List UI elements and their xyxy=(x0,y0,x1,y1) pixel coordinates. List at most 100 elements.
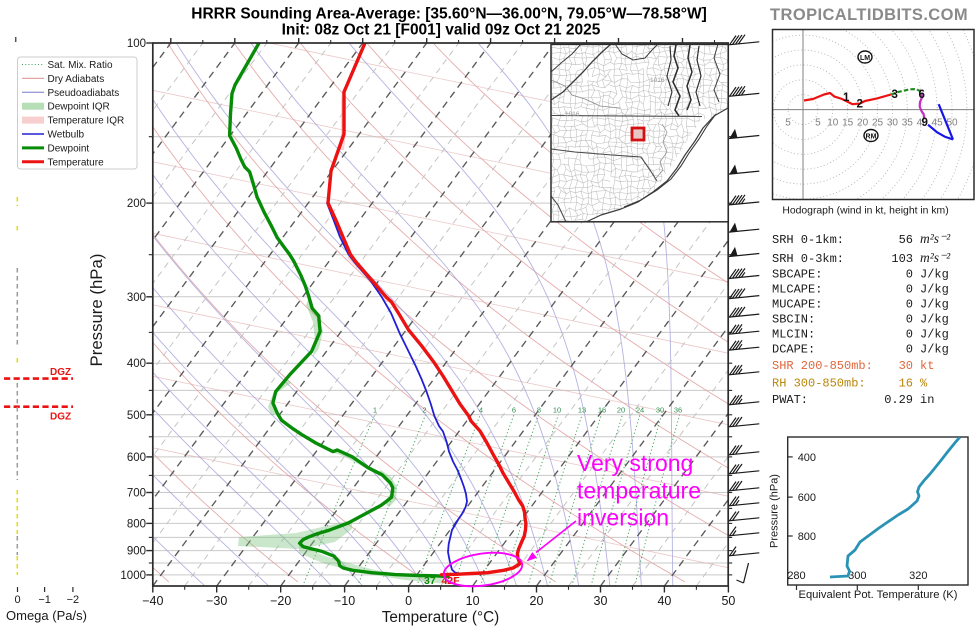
svg-text:Hodograph (wind in kt, height: Hodograph (wind in kt, height in km) xyxy=(782,206,948,217)
svg-text:20: 20 xyxy=(530,594,544,608)
svg-text:1016: 1016 xyxy=(565,111,580,118)
svg-text:50: 50 xyxy=(721,594,735,608)
svg-text:40: 40 xyxy=(657,594,671,608)
svg-text:56: 56 xyxy=(899,233,913,247)
svg-text:6: 6 xyxy=(919,89,925,101)
svg-text:30: 30 xyxy=(656,406,664,415)
svg-text:900: 900 xyxy=(127,546,146,558)
svg-text:−1: −1 xyxy=(38,594,51,606)
svg-text:Dry Adiabats: Dry Adiabats xyxy=(48,74,105,85)
svg-text:HRRR Sounding Area-Average: [3: HRRR Sounding Area-Average: [35.60°N—36.… xyxy=(191,6,707,23)
svg-text:temperature: temperature xyxy=(577,478,701,504)
svg-text:6: 6 xyxy=(512,406,516,415)
svg-text:3: 3 xyxy=(892,89,898,101)
svg-text:0: 0 xyxy=(906,343,913,357)
svg-text:5: 5 xyxy=(815,118,821,129)
svg-text:J/kg: J/kg xyxy=(920,313,949,327)
svg-text:−10: −10 xyxy=(334,594,355,608)
svg-text:Very strong: Very strong xyxy=(577,450,693,476)
svg-text:20: 20 xyxy=(857,118,869,129)
svg-text:200: 200 xyxy=(127,198,146,210)
svg-text:Omega (Pa/s): Omega (Pa/s) xyxy=(6,608,87,623)
svg-text:10: 10 xyxy=(553,406,561,415)
svg-text:MLCAPE:: MLCAPE: xyxy=(772,283,822,297)
svg-text:15: 15 xyxy=(842,118,854,129)
svg-text:Wetbulb: Wetbulb xyxy=(48,130,85,141)
svg-text:0: 0 xyxy=(906,283,913,297)
svg-text:J/kg: J/kg xyxy=(920,328,949,342)
svg-text:300: 300 xyxy=(848,570,866,582)
svg-text:Equivalent Pot. Temperature (K: Equivalent Pot. Temperature (K) xyxy=(799,589,958,601)
svg-text:J/kg: J/kg xyxy=(920,343,949,357)
svg-text:0: 0 xyxy=(906,268,913,282)
svg-text:9: 9 xyxy=(922,117,928,129)
svg-text:1016: 1016 xyxy=(650,77,665,84)
svg-text:30: 30 xyxy=(899,359,913,373)
svg-text:m²s⁻²: m²s⁻² xyxy=(920,231,951,246)
svg-text:0: 0 xyxy=(405,594,412,608)
svg-text:Temperature IQR: Temperature IQR xyxy=(48,116,125,127)
svg-text:16: 16 xyxy=(598,406,606,415)
svg-text:320: 320 xyxy=(909,570,927,582)
svg-text:Pseudoadiabats: Pseudoadiabats xyxy=(48,88,120,99)
svg-text:2: 2 xyxy=(857,99,863,111)
svg-text:Dewpoint: Dewpoint xyxy=(48,143,90,154)
svg-text:10: 10 xyxy=(827,118,839,129)
svg-text:in: in xyxy=(920,393,934,407)
svg-text:700: 700 xyxy=(127,488,146,500)
svg-text:DCAPE:: DCAPE: xyxy=(772,343,815,357)
svg-text:MUCAPE:: MUCAPE: xyxy=(772,298,822,312)
svg-text:RH 300-850mb:: RH 300-850mb: xyxy=(772,377,866,391)
svg-text:DGZ: DGZ xyxy=(50,367,71,378)
svg-text:J/kg: J/kg xyxy=(920,268,949,282)
svg-text:PWAT:: PWAT: xyxy=(772,393,808,407)
svg-text:−2: −2 xyxy=(67,594,80,606)
svg-text:SRH 0-1km:: SRH 0-1km: xyxy=(772,233,844,247)
svg-text:SHR 200-850mb:: SHR 200-850mb: xyxy=(772,359,873,373)
svg-text:600: 600 xyxy=(127,452,146,464)
svg-text:500: 500 xyxy=(127,410,146,422)
svg-text:0: 0 xyxy=(906,313,913,327)
svg-text:Sat. Mix. Ratio: Sat. Mix. Ratio xyxy=(48,60,113,71)
svg-text:100: 100 xyxy=(127,38,146,50)
svg-text:kt: kt xyxy=(920,359,934,373)
svg-text:−20: −20 xyxy=(270,594,291,608)
svg-text:8: 8 xyxy=(537,406,541,415)
svg-text:800: 800 xyxy=(798,531,816,543)
svg-text:0: 0 xyxy=(906,298,913,312)
svg-text:RM: RM xyxy=(866,134,877,141)
svg-text:−40: −40 xyxy=(142,594,163,608)
svg-text:MLCIN:: MLCIN: xyxy=(772,328,815,342)
svg-text:4: 4 xyxy=(479,406,483,415)
svg-text:2: 2 xyxy=(422,406,426,415)
svg-text:1: 1 xyxy=(373,406,377,415)
svg-text:800: 800 xyxy=(127,518,146,530)
svg-text:Pressure (hPa): Pressure (hPa) xyxy=(769,474,781,548)
svg-text:37: 37 xyxy=(424,575,436,587)
svg-text:13: 13 xyxy=(578,406,586,415)
svg-text:Dewpoint IQR: Dewpoint IQR xyxy=(48,102,110,113)
svg-text:Temperature (°C): Temperature (°C) xyxy=(382,609,499,626)
svg-text:Pressure (hPa): Pressure (hPa) xyxy=(87,254,106,367)
svg-text:SBCIN:: SBCIN: xyxy=(772,313,815,327)
svg-text:400: 400 xyxy=(127,358,146,370)
svg-text:400: 400 xyxy=(798,452,816,464)
svg-text:SRH 0-3km:: SRH 0-3km: xyxy=(772,252,844,266)
svg-text:35: 35 xyxy=(902,118,914,129)
svg-text:J/kg: J/kg xyxy=(920,298,949,312)
svg-text:TROPICALTIDBITS.COM: TROPICALTIDBITS.COM xyxy=(770,6,968,24)
svg-text:SBCAPE:: SBCAPE: xyxy=(772,268,822,282)
svg-text:Temperature: Temperature xyxy=(48,157,105,168)
svg-text:25: 25 xyxy=(872,118,884,129)
svg-text:LM: LM xyxy=(860,55,870,62)
svg-text:45: 45 xyxy=(932,118,944,129)
svg-text:0: 0 xyxy=(906,328,913,342)
svg-text:280: 280 xyxy=(787,570,805,582)
svg-text:J/kg: J/kg xyxy=(920,283,949,297)
svg-text:1000: 1000 xyxy=(120,570,146,582)
svg-text:20: 20 xyxy=(617,406,625,415)
svg-text:m²s⁻²: m²s⁻² xyxy=(920,250,951,265)
svg-text:%: % xyxy=(920,377,928,391)
svg-text:5: 5 xyxy=(785,118,791,129)
svg-text:1: 1 xyxy=(843,92,850,104)
